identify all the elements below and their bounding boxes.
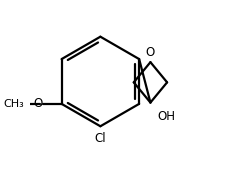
Text: O: O [145, 46, 154, 59]
Text: CH₃: CH₃ [3, 99, 24, 109]
Text: Cl: Cl [94, 132, 106, 145]
Text: O: O [33, 97, 42, 110]
Text: OH: OH [157, 110, 175, 123]
